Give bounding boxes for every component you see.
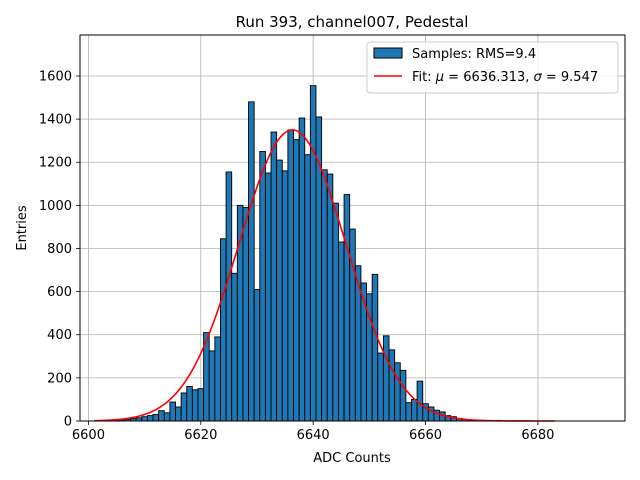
histogram-bar [371, 273, 379, 422]
histogram-bar [264, 172, 272, 422]
x-tick-label: 6680 [521, 428, 554, 443]
legend-fit-sigma-value: = 9.547 [542, 70, 598, 85]
histogram-bar [298, 117, 306, 422]
histogram-bar [281, 170, 289, 422]
legend-fit-label: Fit: μ = 6636.313, σ = 9.547 [412, 70, 598, 85]
histogram-bar [146, 415, 154, 422]
histogram-bar [259, 150, 266, 422]
histogram-bar [208, 350, 216, 422]
legend-bar-label: Samples: RMS=9.4 [412, 47, 536, 62]
x-tick-label: 6620 [184, 428, 217, 443]
histogram-bar [231, 272, 238, 422]
histogram-bar [293, 139, 300, 422]
histogram-bar [276, 159, 283, 422]
histogram-bar [220, 238, 227, 422]
legend-fit-sigma-symbol: σ [534, 70, 543, 85]
plot-frame [79, 34, 626, 422]
x-axis-ticks: 6600 6620 6640 6660 6680 [72, 421, 554, 443]
legend-fit-mu-symbol: μ [435, 70, 444, 85]
histogram-bar [270, 131, 278, 422]
y-tick-label: 400 [47, 328, 72, 343]
histogram-bar [332, 202, 339, 422]
histogram-bar [321, 169, 328, 422]
histogram-bar [304, 154, 311, 422]
histogram-bar [169, 401, 176, 422]
histogram-bar [343, 194, 351, 422]
histogram-bar [394, 362, 401, 422]
histogram-bar [163, 412, 171, 422]
histogram-bar [309, 85, 317, 422]
histogram-bar [399, 369, 407, 422]
y-axis-label: Entries [15, 205, 30, 251]
histogram-bar [141, 416, 148, 422]
histogram-bar [214, 336, 221, 422]
y-tick-label: 1400 [39, 113, 72, 128]
legend-bar-swatch [373, 47, 403, 59]
histogram-bar [411, 398, 418, 422]
histogram-bar [253, 289, 261, 422]
y-tick-label: 1200 [39, 156, 72, 171]
y-tick-label: 200 [47, 371, 72, 386]
histogram-bar [377, 352, 384, 422]
histogram-bar [225, 171, 233, 422]
legend-fit-mu-value: = 6636.313, [444, 70, 533, 85]
histogram-bar [180, 392, 188, 422]
y-tick-label: 0 [64, 415, 72, 430]
histogram-bar [175, 406, 182, 422]
chart-title: Run 393, channel007, Pedestal [236, 13, 469, 31]
legend: Samples: RMS=9.4 Fit: μ = 6636.313, σ = … [366, 41, 619, 94]
histogram-bar [242, 207, 250, 422]
y-tick-label: 800 [47, 242, 72, 257]
fit-curve-group [94, 129, 555, 422]
y-tick-label: 600 [47, 285, 72, 300]
histogram-bar [388, 349, 396, 422]
histogram-bar [416, 380, 424, 422]
x-tick-label: 6660 [409, 428, 442, 443]
histogram-bar [152, 414, 160, 422]
y-axis-ticks: 0 200 400 600 800 1000 1200 1400 1600 [39, 69, 80, 430]
histogram-bar [248, 101, 255, 422]
fit-curve [94, 129, 555, 422]
histogram-bar [326, 173, 334, 422]
legend-fit-prefix: Fit: [412, 70, 436, 85]
histogram-bar [158, 410, 165, 422]
histogram-bar [186, 386, 193, 422]
histogram-bar [338, 241, 345, 422]
histogram-bar [287, 129, 294, 422]
x-tick-label: 6640 [297, 428, 330, 443]
x-tick-label: 6600 [72, 428, 105, 443]
legend-box [366, 41, 619, 94]
y-tick-label: 1600 [39, 69, 72, 84]
histogram-bar [360, 282, 367, 422]
histogram-bar [382, 335, 390, 422]
histogram-bar [191, 389, 199, 422]
histogram-bars [102, 85, 480, 422]
histogram-bar [197, 388, 205, 422]
x-axis-label: ADC Counts [313, 451, 391, 466]
histogram-bar [405, 402, 412, 422]
y-tick-label: 1000 [39, 199, 72, 214]
